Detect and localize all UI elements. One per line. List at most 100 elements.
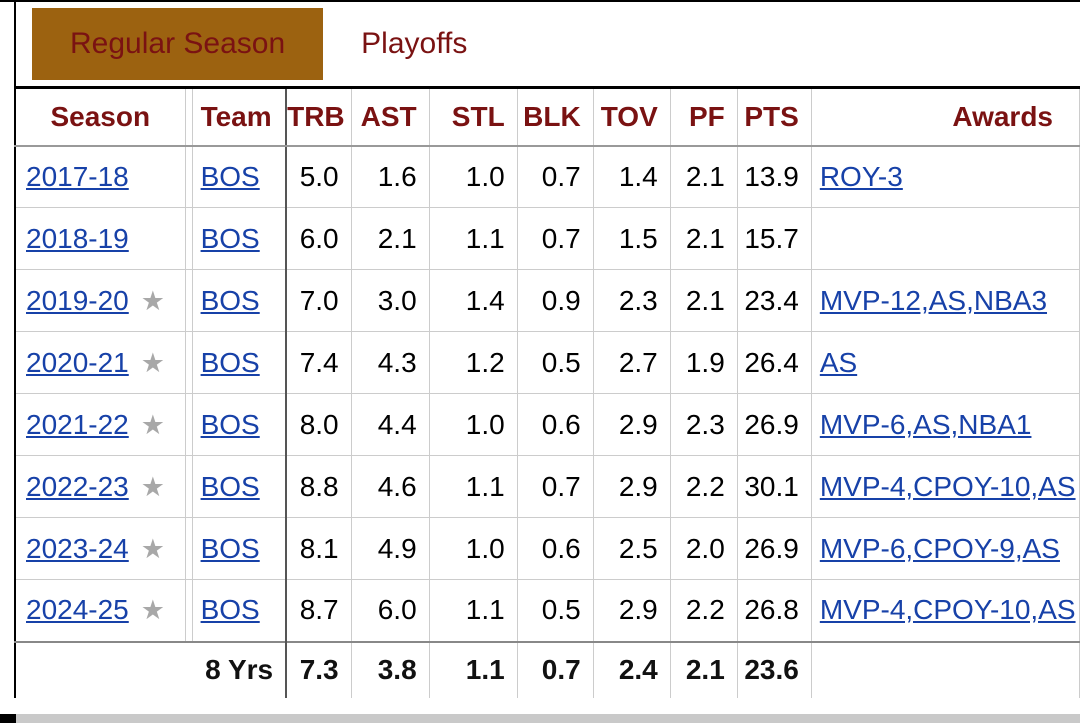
tov-value: 2.3 bbox=[593, 269, 671, 332]
team-link[interactable]: BOS bbox=[200, 408, 260, 440]
pf-value: 2.1 bbox=[670, 207, 738, 270]
stl-value: 1.2 bbox=[429, 331, 518, 394]
col-header-awards[interactable]: Awards bbox=[811, 87, 1080, 147]
clipped-cell bbox=[185, 207, 193, 270]
awards-link[interactable]: MVP-4,CPOY-10,AS bbox=[819, 594, 1076, 626]
col-header-ast[interactable]: AST bbox=[351, 87, 430, 147]
bottom-scrollbar-track[interactable] bbox=[0, 714, 1080, 723]
blk-value: 0.7 bbox=[517, 207, 594, 270]
season-link[interactable]: 2024-25 bbox=[26, 594, 129, 626]
tov-total: 2.4 bbox=[593, 640, 671, 698]
season-link[interactable]: 2023-24 bbox=[26, 532, 129, 564]
table-row: 2022-23 ★ BOS 8.8 4.6 1.1 0.7 2.9 2.2 30.… bbox=[15, 455, 1080, 518]
stl-value: 1.4 bbox=[429, 269, 518, 332]
awards-link[interactable]: AS bbox=[819, 346, 858, 378]
team-link[interactable]: BOS bbox=[200, 160, 260, 192]
pts-value: 26.9 bbox=[737, 393, 812, 456]
season-link[interactable]: 2019-20 bbox=[26, 284, 129, 316]
blk-total: 0.7 bbox=[517, 640, 594, 698]
col-header-season[interactable]: Season bbox=[15, 87, 186, 147]
pts-value: 26.4 bbox=[737, 331, 812, 394]
clipped-cell bbox=[185, 517, 193, 580]
table-row: 2017-18 BOS 5.0 1.6 1.0 0.7 1.4 2.1 13.9… bbox=[15, 145, 1080, 208]
pf-value: 2.0 bbox=[670, 517, 738, 580]
clipped-cell bbox=[185, 393, 193, 456]
team-link[interactable]: BOS bbox=[200, 284, 260, 316]
trb-total: 7.3 bbox=[286, 640, 352, 698]
pts-value: 13.9 bbox=[737, 145, 812, 208]
col-header-team[interactable]: Team bbox=[192, 87, 288, 147]
season-link[interactable]: 2021-22 bbox=[26, 408, 129, 440]
tov-value: 1.4 bbox=[593, 145, 671, 208]
totals-row: 8 Yrs 7.3 3.8 1.1 0.7 2.4 2.1 23.6 bbox=[15, 640, 1080, 698]
scrollbar-corner bbox=[0, 714, 16, 723]
blk-value: 0.9 bbox=[517, 269, 594, 332]
table-row: 2020-21 ★ BOS 7.4 4.3 1.2 0.5 2.7 1.9 26.… bbox=[15, 331, 1080, 394]
ast-value: 6.0 bbox=[351, 579, 430, 642]
awards-link[interactable]: MVP-6,CPOY-9,AS bbox=[819, 532, 1060, 564]
tov-value: 2.9 bbox=[593, 393, 671, 456]
team-link[interactable]: BOS bbox=[200, 222, 260, 254]
team-link[interactable]: BOS bbox=[200, 532, 260, 564]
table-row: 2023-24 ★ BOS 8.1 4.9 1.0 0.6 2.5 2.0 26.… bbox=[15, 517, 1080, 580]
awards-total-empty bbox=[811, 640, 1080, 698]
pf-total: 2.1 bbox=[670, 640, 738, 698]
awards-link[interactable]: MVP-12,AS,NBA3 bbox=[819, 284, 1048, 316]
tab-playoffs[interactable]: Playoffs bbox=[361, 27, 468, 60]
pts-total: 23.6 bbox=[737, 640, 812, 698]
col-header-tov[interactable]: TOV bbox=[593, 87, 671, 147]
tov-value: 2.9 bbox=[593, 455, 671, 518]
trb-value: 7.0 bbox=[286, 269, 352, 332]
stats-table: Season Team TRB AST STL BLK TOV PF PTS A… bbox=[14, 86, 1080, 698]
awards-link[interactable]: ROY-3 bbox=[819, 160, 903, 192]
clipped-cell bbox=[185, 269, 193, 332]
trb-value: 8.8 bbox=[286, 455, 352, 518]
pf-value: 2.1 bbox=[670, 145, 738, 208]
star-icon: ★ bbox=[140, 595, 165, 626]
pf-value: 1.9 bbox=[670, 331, 738, 394]
pf-value: 2.3 bbox=[670, 393, 738, 456]
star-icon: ★ bbox=[140, 533, 165, 564]
pf-value: 2.1 bbox=[670, 269, 738, 332]
table-row: 2018-19 BOS 6.0 2.1 1.1 0.7 1.5 2.1 15.7 bbox=[15, 207, 1080, 270]
team-link[interactable]: BOS bbox=[200, 594, 260, 626]
pts-value: 26.9 bbox=[737, 517, 812, 580]
ast-value: 4.4 bbox=[351, 393, 430, 456]
trb-value: 7.4 bbox=[286, 331, 352, 394]
season-link[interactable]: 2022-23 bbox=[26, 470, 129, 502]
ast-value: 1.6 bbox=[351, 145, 430, 208]
blk-value: 0.6 bbox=[517, 517, 594, 580]
stl-value: 1.0 bbox=[429, 393, 518, 456]
ast-value: 4.3 bbox=[351, 331, 430, 394]
blk-value: 0.5 bbox=[517, 331, 594, 394]
stl-value: 1.1 bbox=[429, 579, 518, 642]
clipped-cell bbox=[185, 331, 193, 394]
col-header-stl[interactable]: STL bbox=[429, 87, 518, 147]
season-link[interactable]: 2018-19 bbox=[26, 222, 129, 254]
star-icon: ★ bbox=[140, 285, 165, 316]
col-header-trb[interactable]: TRB bbox=[286, 87, 352, 147]
awards-link[interactable]: MVP-6,AS,NBA1 bbox=[819, 408, 1032, 440]
team-link[interactable]: BOS bbox=[200, 470, 260, 502]
awards-link[interactable]: MVP-4,CPOY-10,AS bbox=[819, 470, 1076, 502]
tab-regular-season[interactable]: Regular Season bbox=[32, 8, 324, 80]
season-link[interactable]: 2017-18 bbox=[26, 160, 129, 192]
ast-value: 4.9 bbox=[351, 517, 430, 580]
team-link[interactable]: BOS bbox=[200, 346, 260, 378]
stl-total: 1.1 bbox=[429, 640, 518, 698]
star-icon: ★ bbox=[140, 409, 165, 440]
star-icon: ★ bbox=[140, 471, 165, 502]
header-row: Season Team TRB AST STL BLK TOV PF PTS A… bbox=[15, 87, 1080, 147]
tov-value: 2.5 bbox=[593, 517, 671, 580]
trb-value: 5.0 bbox=[286, 145, 352, 208]
season-link[interactable]: 2020-21 bbox=[26, 346, 129, 378]
col-header-pts[interactable]: PTS bbox=[737, 87, 812, 147]
pts-value: 23.4 bbox=[737, 269, 812, 332]
col-header-pf[interactable]: PF bbox=[670, 87, 738, 147]
table-row: 2024-25 ★ BOS 8.7 6.0 1.1 0.5 2.9 2.2 26.… bbox=[15, 579, 1080, 642]
ast-total: 3.8 bbox=[351, 640, 430, 698]
pts-value: 26.8 bbox=[737, 579, 812, 642]
col-header-blk[interactable]: BLK bbox=[517, 87, 594, 147]
trb-value: 6.0 bbox=[286, 207, 352, 270]
